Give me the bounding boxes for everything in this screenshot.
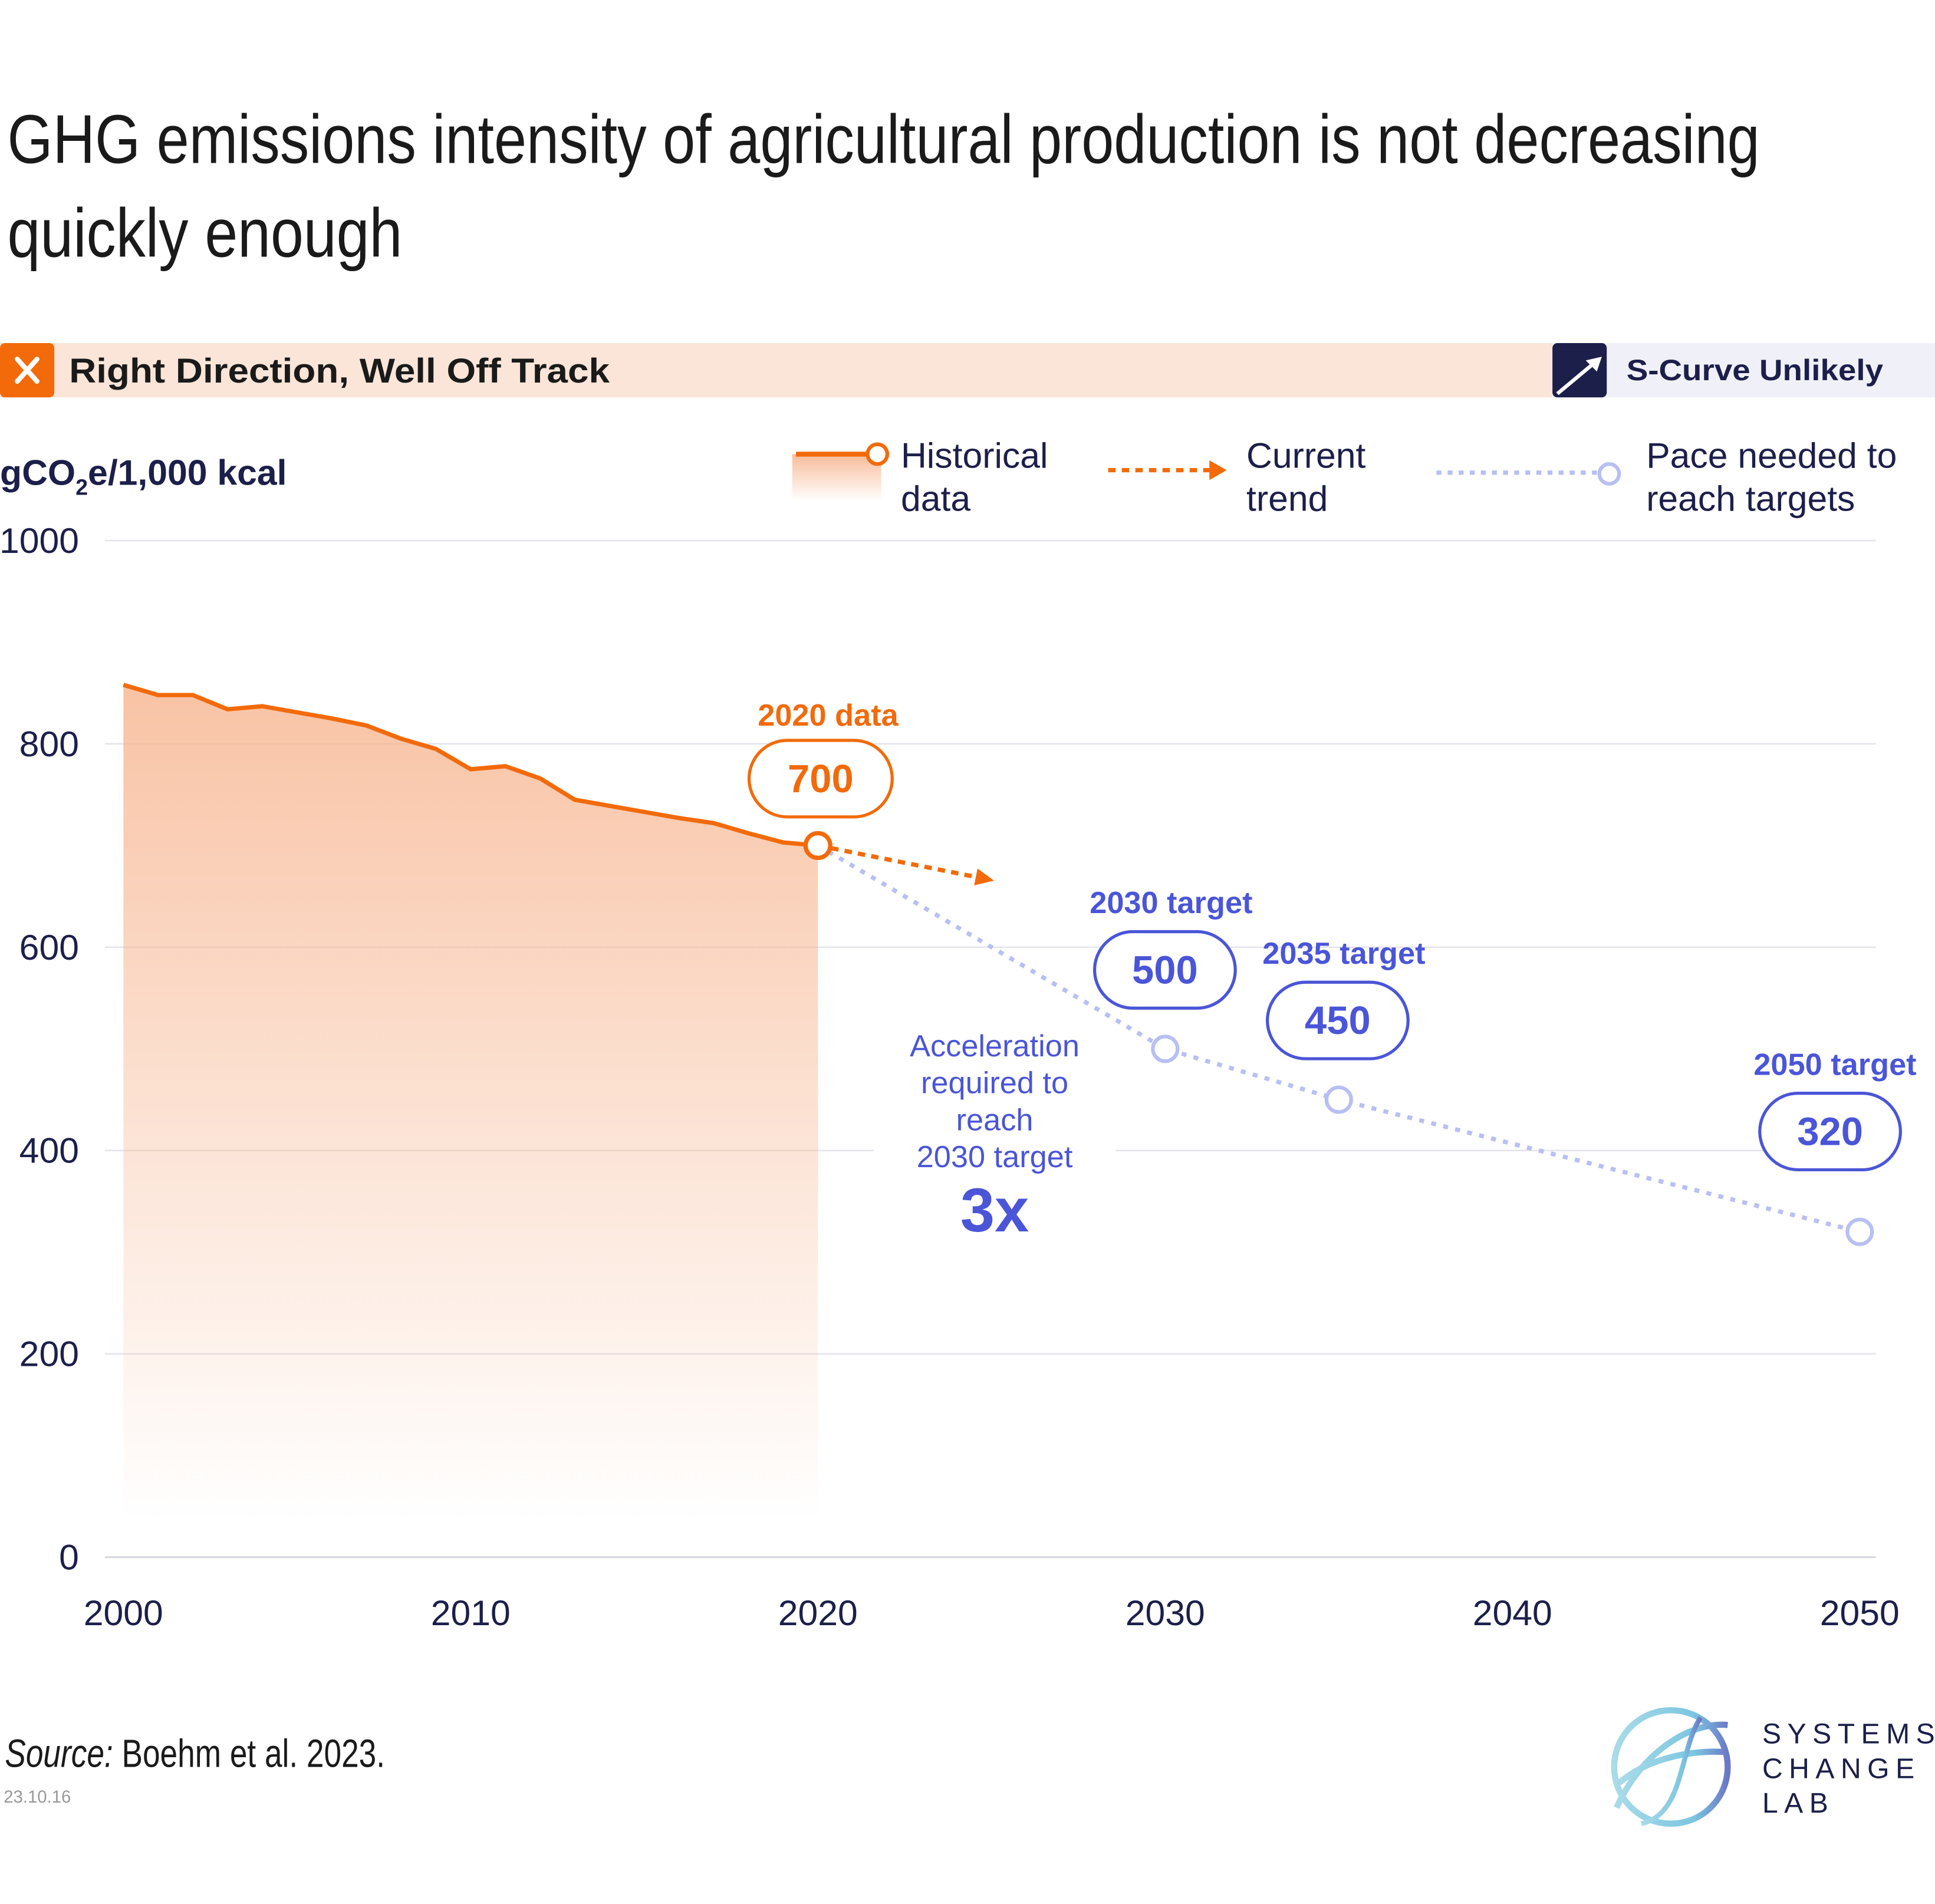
historical-point-2020 xyxy=(803,831,832,860)
scurve-bar xyxy=(1552,343,1935,398)
scurve-icon-bg xyxy=(1552,343,1607,398)
trend-arrowhead xyxy=(974,868,994,886)
x-tick-2040: 2040 xyxy=(1473,1593,1552,1633)
y-tick-200: 200 xyxy=(19,1334,79,1374)
x-tick-2000: 2000 xyxy=(84,1593,163,1633)
annotation-2035-label: 2035 target xyxy=(1262,937,1425,971)
annotation-2030: 2030 target 500 xyxy=(1090,886,1252,1010)
acceleration-text-4: 2030 target xyxy=(917,1140,1073,1174)
title-line-1: GHG emissions intensity of agricultural … xyxy=(8,100,1760,177)
annotation-2020-label: 2020 data xyxy=(758,699,899,733)
acceleration-annotation: Acceleration required to reach 2030 targ… xyxy=(873,1022,1116,1245)
y-tick-1000: 1000 xyxy=(0,521,79,561)
svg-text:LAB: LAB xyxy=(1762,1787,1834,1819)
source-note: Source: Boehm et al. 2023. xyxy=(5,1732,385,1776)
annotation-2020-value: 700 xyxy=(788,757,854,801)
legend-trend-arrow xyxy=(1209,460,1227,480)
acceleration-text-3: reach xyxy=(956,1103,1034,1137)
x-tick-labels: 2000 2010 2020 2030 2040 2050 xyxy=(84,1593,1900,1633)
legend-pace-line2: reach targets xyxy=(1646,479,1855,519)
annotation-2050-label: 2050 target xyxy=(1753,1047,1916,1082)
svg-text:CHANGE: CHANGE xyxy=(1762,1753,1921,1784)
acceleration-value: 3x xyxy=(960,1176,1029,1245)
y-tick-labels: 0 200 400 600 800 1000 xyxy=(0,521,79,1577)
legend-historical-swatch-area xyxy=(792,454,881,501)
legend-historical-line2: data xyxy=(901,479,970,519)
arrow-up-right-icon xyxy=(1556,357,1602,396)
date-code: 23.10.16 xyxy=(4,1787,71,1807)
pace-point-2035 xyxy=(1324,1085,1353,1114)
annotation-2030-pill xyxy=(1092,930,1237,1010)
legend-trend-line1: Current xyxy=(1246,435,1365,475)
title-line-2: quickly enough xyxy=(8,195,403,272)
y-axis-label: gCO2e/1,000 kcal xyxy=(0,453,287,500)
status-label: Right Direction, Well Off Track xyxy=(69,352,610,390)
systems-change-lab-logo: SYSTEMS CHANGE LAB xyxy=(1611,1707,1935,1827)
x-tick-2010: 2010 xyxy=(431,1593,511,1633)
annotation-2035-pill xyxy=(1266,980,1410,1060)
acceleration-text-1: Acceleration xyxy=(910,1029,1080,1063)
legend: Historical data Current trend Pace neede… xyxy=(792,435,1897,519)
historical-line xyxy=(123,683,818,848)
annotation-2035-value: 450 xyxy=(1305,999,1371,1043)
y-tick-600: 600 xyxy=(19,927,79,967)
svg-text:SYSTEMS: SYSTEMS xyxy=(1762,1718,1935,1750)
historical-area xyxy=(123,684,818,1520)
acceleration-text-2: required to xyxy=(921,1066,1068,1101)
chart-marks xyxy=(123,683,1874,1520)
legend-pace-line1: Pace needed to xyxy=(1646,435,1897,475)
legend-historical-line1: Historical xyxy=(901,435,1048,475)
pace-point-2050 xyxy=(1845,1217,1874,1246)
legend-trend-line2: trend xyxy=(1246,479,1328,519)
annotation-2050-pill xyxy=(1758,1092,1903,1172)
trend-line xyxy=(817,843,980,880)
y-tick-0: 0 xyxy=(59,1537,79,1577)
x-tick-2020: 2020 xyxy=(778,1593,858,1633)
y-tick-800: 800 xyxy=(19,724,79,764)
annotation-2030-label: 2030 target xyxy=(1090,886,1252,920)
x-tick-2050: 2050 xyxy=(1820,1593,1900,1633)
annotation-2035: 2035 target 450 xyxy=(1262,937,1426,1060)
scurve-label: S-Curve Unlikely xyxy=(1627,354,1883,387)
status-bar xyxy=(0,343,1553,398)
annotation-2050-value: 320 xyxy=(1797,1110,1863,1154)
annotation-2020-pill xyxy=(747,739,894,819)
legend-historical-marker xyxy=(866,442,890,466)
y-tick-400: 400 xyxy=(19,1131,79,1171)
annotation-2030-value: 500 xyxy=(1132,948,1198,992)
annotation-2020: 2020 data 700 xyxy=(747,699,899,819)
pace-point-2030 xyxy=(1151,1035,1180,1063)
x-icon xyxy=(15,357,40,384)
legend-pace-marker xyxy=(1597,462,1621,486)
acceleration-bg xyxy=(873,1022,1116,1244)
pace-line xyxy=(817,844,1861,1234)
x-tick-2030: 2030 xyxy=(1126,1593,1205,1633)
annotation-2050: 2050 target 320 xyxy=(1753,1047,1917,1172)
